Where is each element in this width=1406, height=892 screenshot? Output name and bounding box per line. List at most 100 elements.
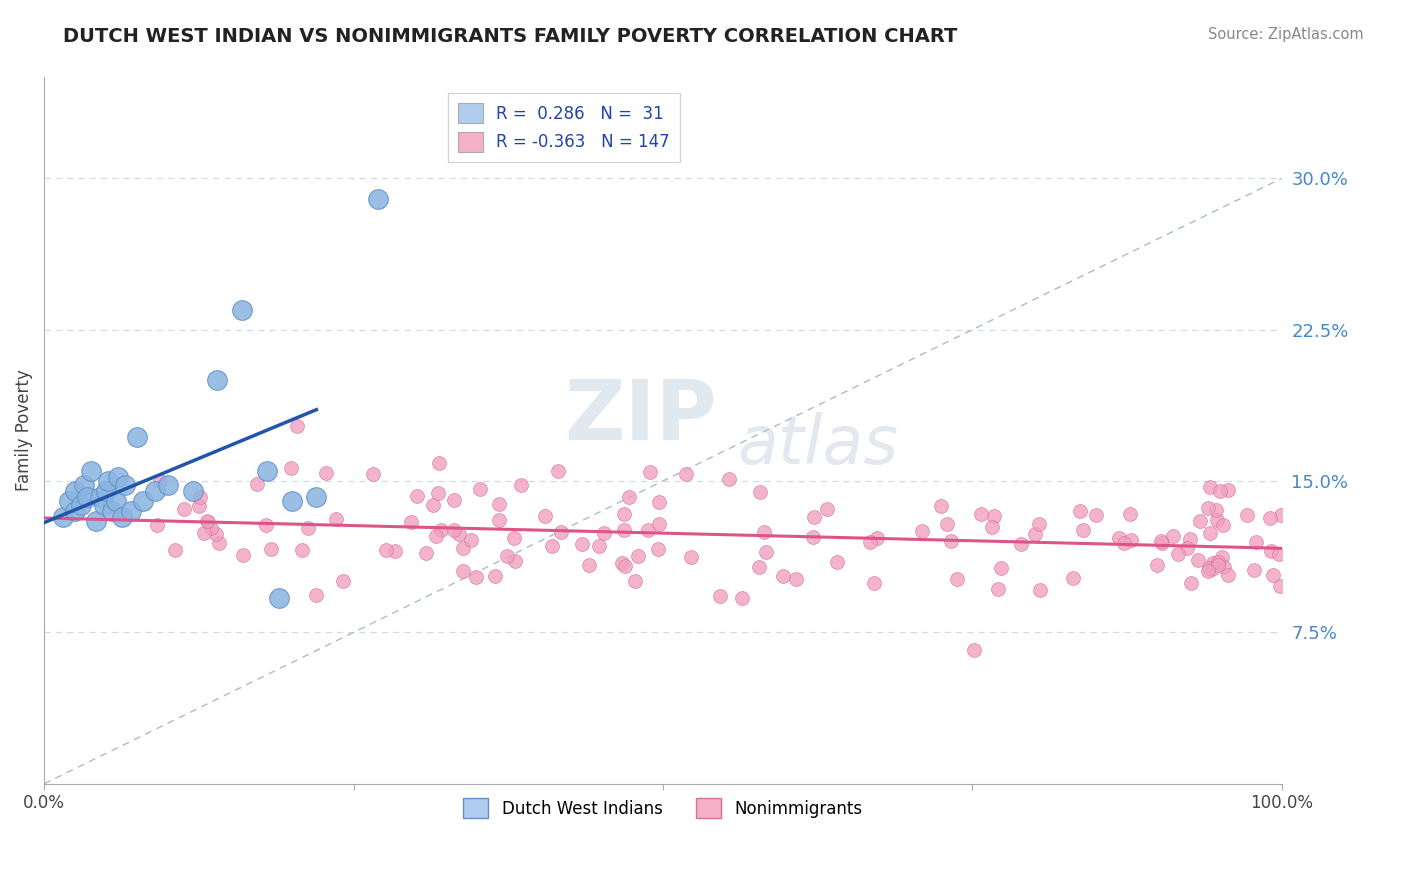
Point [547, 465, 569, 479]
Point [269, 591, 291, 605]
Point [451, 564, 474, 578]
Point [70, 498, 93, 512]
Point [1010, 537, 1032, 551]
Point [647, 516, 669, 531]
Point [1175, 541, 1198, 555]
Point [208, 536, 231, 550]
Point [803, 510, 825, 524]
Point [430, 523, 453, 537]
Point [1187, 553, 1209, 567]
Point [935, 516, 957, 531]
Point [1198, 525, 1220, 540]
Point [987, 582, 1010, 597]
Text: atlas: atlas [737, 412, 898, 478]
Point [1149, 533, 1171, 548]
Point [163, 543, 186, 558]
Point [260, 542, 283, 557]
Point [718, 472, 741, 486]
Point [73, 478, 96, 492]
Point [1197, 501, 1219, 516]
Point [145, 484, 167, 499]
Point [254, 517, 277, 532]
Point [1119, 507, 1142, 521]
Legend: Dutch West Indians, Nonimmigrants: Dutch West Indians, Nonimmigrants [457, 791, 869, 825]
Point [1108, 532, 1130, 546]
Point [495, 549, 517, 564]
Point [427, 456, 450, 470]
Point [571, 537, 593, 551]
Point [1167, 547, 1189, 561]
Point [1198, 561, 1220, 575]
Point [613, 559, 636, 574]
Point [399, 516, 422, 530]
Y-axis label: Family Poverty: Family Poverty [15, 369, 32, 491]
Point [550, 524, 572, 539]
Point [188, 500, 211, 514]
Point [648, 495, 671, 509]
Point [1260, 544, 1282, 558]
Point [1202, 556, 1225, 570]
Point [443, 524, 465, 538]
Point [1206, 513, 1229, 527]
Point [384, 544, 406, 558]
Point [1243, 563, 1265, 577]
Point [104, 494, 127, 508]
Point [111, 510, 134, 524]
Point [488, 497, 510, 511]
Point [731, 591, 754, 605]
Point [534, 509, 557, 524]
Point [1180, 575, 1202, 590]
Point [709, 589, 731, 603]
Point [1062, 571, 1084, 585]
Point [156, 478, 179, 492]
Point [315, 466, 337, 480]
Point [1071, 524, 1094, 538]
Point [624, 574, 647, 588]
Point [120, 504, 142, 518]
Point [470, 483, 492, 497]
Point [1178, 532, 1201, 546]
Point [80, 464, 103, 478]
Point [859, 535, 882, 549]
Point [1114, 535, 1136, 549]
Point [1261, 568, 1284, 582]
Point [149, 474, 172, 488]
Point [1212, 560, 1234, 574]
Point [801, 530, 824, 544]
Point [145, 518, 167, 533]
Point [280, 494, 302, 508]
Point [101, 504, 124, 518]
Point [76, 490, 98, 504]
Point [980, 520, 1002, 534]
Point [1270, 508, 1292, 523]
Point [752, 525, 775, 540]
Point [1197, 564, 1219, 578]
Point [1206, 555, 1229, 569]
Point [1270, 579, 1292, 593]
Point [613, 523, 636, 537]
Point [748, 560, 770, 574]
Point [204, 527, 226, 541]
Point [58, 494, 80, 508]
Point [305, 588, 328, 602]
Point [1244, 535, 1267, 549]
Point [325, 512, 347, 526]
Point [578, 558, 600, 573]
Point [132, 494, 155, 508]
Point [1211, 550, 1233, 565]
Point [866, 531, 889, 545]
Point [647, 541, 669, 556]
Point [1216, 483, 1239, 498]
Point [52, 510, 75, 524]
Point [125, 430, 148, 444]
Point [1199, 479, 1222, 493]
Point [305, 490, 328, 504]
Point [291, 543, 314, 558]
Point [425, 529, 447, 543]
Point [200, 521, 222, 535]
Point [1069, 504, 1091, 518]
Point [93, 498, 115, 512]
Point [675, 467, 697, 481]
Point [231, 302, 253, 317]
Point [427, 485, 450, 500]
